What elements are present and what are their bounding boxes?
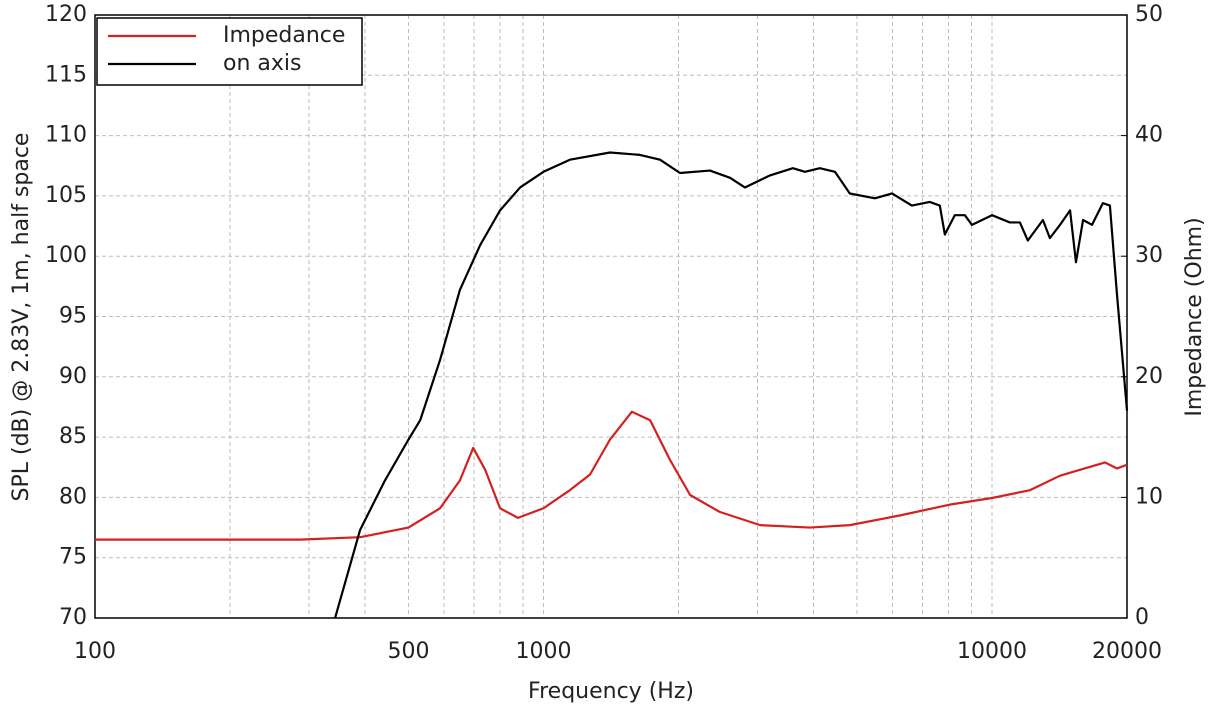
legend-label: Impedance bbox=[223, 23, 345, 48]
y-tick-label: 105 bbox=[45, 183, 87, 208]
y2-tick-label: 10 bbox=[1135, 484, 1163, 509]
y-tick-label: 80 bbox=[59, 484, 87, 509]
y-tick-label: 95 bbox=[59, 304, 87, 329]
y-tick-label: 70 bbox=[59, 605, 87, 630]
y-tick-label: 120 bbox=[45, 2, 87, 27]
y2-tick-label: 40 bbox=[1135, 123, 1163, 148]
x-tick-label: 10000 bbox=[957, 639, 1027, 664]
y-axis-label: SPL (dB) @ 2.83V, 1m, half space bbox=[9, 133, 34, 502]
series-line bbox=[334, 151, 1129, 619]
x-axis-label: Frequency (Hz) bbox=[528, 679, 694, 704]
y2-tick-label: 20 bbox=[1135, 364, 1163, 389]
y-tick-label: 100 bbox=[45, 243, 87, 268]
x-tick-label: 100 bbox=[74, 639, 116, 664]
x-tick-label: 1000 bbox=[515, 639, 571, 664]
y-tick-label: 110 bbox=[45, 123, 87, 148]
y2-tick-label: 50 bbox=[1135, 2, 1163, 27]
plot-frame bbox=[94, 14, 1128, 619]
series-line bbox=[95, 410, 1128, 541]
legend-label: on axis bbox=[223, 51, 301, 76]
y-tick-label: 90 bbox=[59, 364, 87, 389]
y2-tick-label: 30 bbox=[1135, 243, 1163, 268]
x-tick-label: 500 bbox=[387, 639, 429, 664]
y2-axis-label: Impedance (Ohm) bbox=[1182, 217, 1207, 416]
y-tick-label: 85 bbox=[59, 424, 87, 449]
x-tick-label: 20000 bbox=[1092, 639, 1162, 664]
y-tick-label: 115 bbox=[45, 62, 87, 87]
legend-box bbox=[96, 17, 363, 86]
y2-tick-label: 0 bbox=[1135, 605, 1149, 630]
y-tick-label: 75 bbox=[59, 545, 87, 570]
